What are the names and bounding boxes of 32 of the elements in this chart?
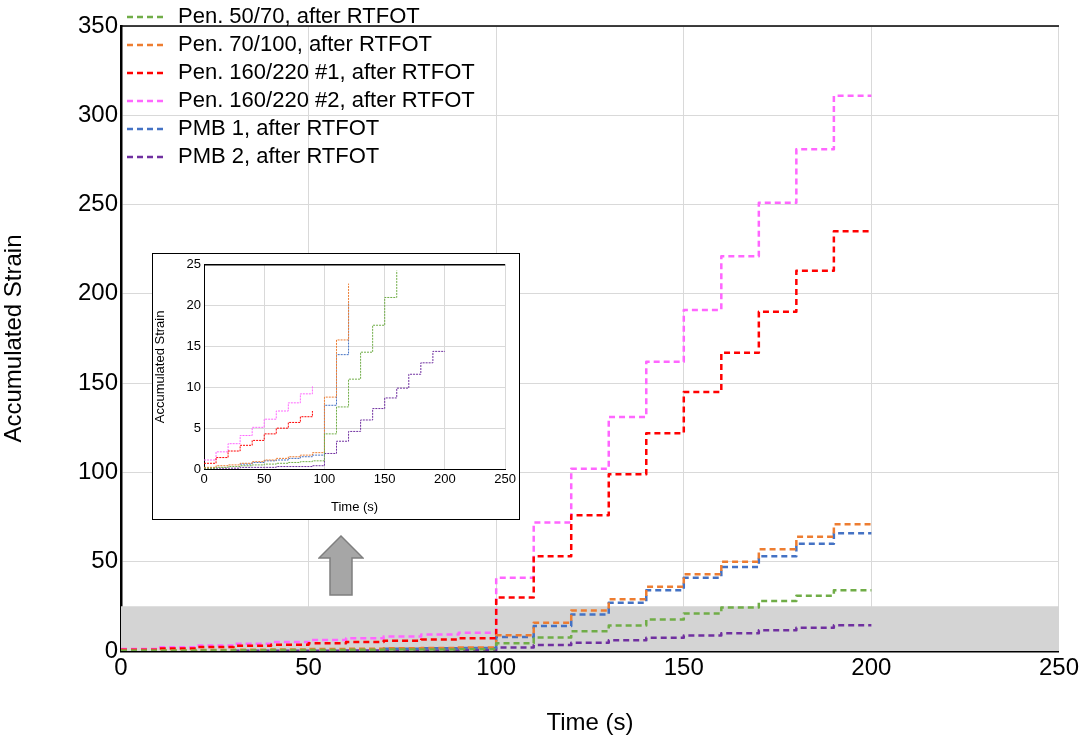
y-tick-label: 350 [77, 10, 118, 38]
x-tick-label: 150 [373, 471, 396, 487]
y-tick-label: 10 [186, 378, 201, 394]
x-tick-label: 100 [313, 471, 336, 487]
legend-label: Pen. 50/70, after RTFOT [178, 3, 420, 29]
x-tick-label: 250 [1038, 653, 1079, 681]
y-axis-title: Accumulated Strain [0, 234, 27, 443]
legend-label: PMB 1, after RTFOT [178, 115, 380, 141]
legend-label: Pen. 70/100, after RTFOT [178, 31, 432, 57]
legend-label: Pen. 160/220 #2, after RTFOT [178, 87, 475, 113]
y-tick-label: 250 [77, 189, 118, 217]
x-tick-label: 150 [663, 653, 704, 681]
x-axis-title: Time (s) [330, 498, 379, 514]
legend-label: PMB 2, after RTFOT [178, 143, 380, 169]
x-tick-label: 50 [295, 653, 322, 681]
x-tick-label: 200 [434, 471, 456, 487]
y-tick-label: 200 [77, 278, 118, 306]
x-tick-label: 200 [851, 653, 892, 681]
y-tick-label: 300 [77, 99, 118, 127]
y-tick-label: 50 [91, 546, 118, 574]
y-tick-label: 25 [186, 256, 201, 272]
x-tick-label: 250 [494, 471, 517, 487]
y-tick-label: 15 [186, 338, 201, 354]
x-tick-label: 50 [257, 471, 272, 487]
x-axis-title: Time (s) [546, 708, 634, 736]
y-axis-title: Accumulated Strain [152, 310, 168, 424]
x-tick-label: 100 [476, 653, 517, 681]
legend-label: Pen. 160/220 #1, after RTFOT [178, 59, 475, 85]
y-tick-label: 5 [193, 419, 201, 435]
y-tick-label: 0 [193, 460, 201, 476]
y-tick-label: 150 [77, 367, 118, 395]
y-tick-label: 20 [186, 297, 201, 313]
